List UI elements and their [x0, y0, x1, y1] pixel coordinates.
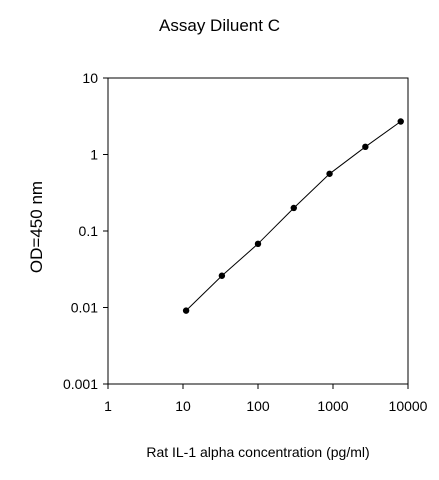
y-tick-label: 0.1: [79, 223, 99, 239]
data-point: [362, 143, 369, 151]
y-tick-label: 0.001: [63, 376, 98, 392]
x-axis-label: Rat IL-1 alpha concentration (pg/ml): [146, 444, 370, 460]
series-line: [185, 121, 401, 311]
data-point: [326, 170, 333, 177]
plot-frame: [107, 77, 409, 385]
data-point: [290, 204, 297, 212]
data-point: [254, 240, 262, 248]
data-point: [218, 272, 226, 279]
x-tick-label: 10: [175, 398, 191, 414]
y-axis-label: OD=450 nm: [27, 180, 46, 274]
x-tick-label: 1000: [317, 398, 348, 414]
data-point: [397, 118, 404, 125]
y-tick-label: 1: [90, 147, 98, 163]
x-tick-label: 10000: [389, 398, 428, 414]
data-point: [182, 307, 190, 314]
chart-title: Assay Diluent C: [159, 16, 280, 35]
x-tick-label: 1: [104, 398, 112, 414]
x-tick-label: 100: [246, 398, 270, 414]
y-tick-label: 0.01: [71, 300, 98, 316]
y-tick-label: 10: [82, 70, 98, 86]
